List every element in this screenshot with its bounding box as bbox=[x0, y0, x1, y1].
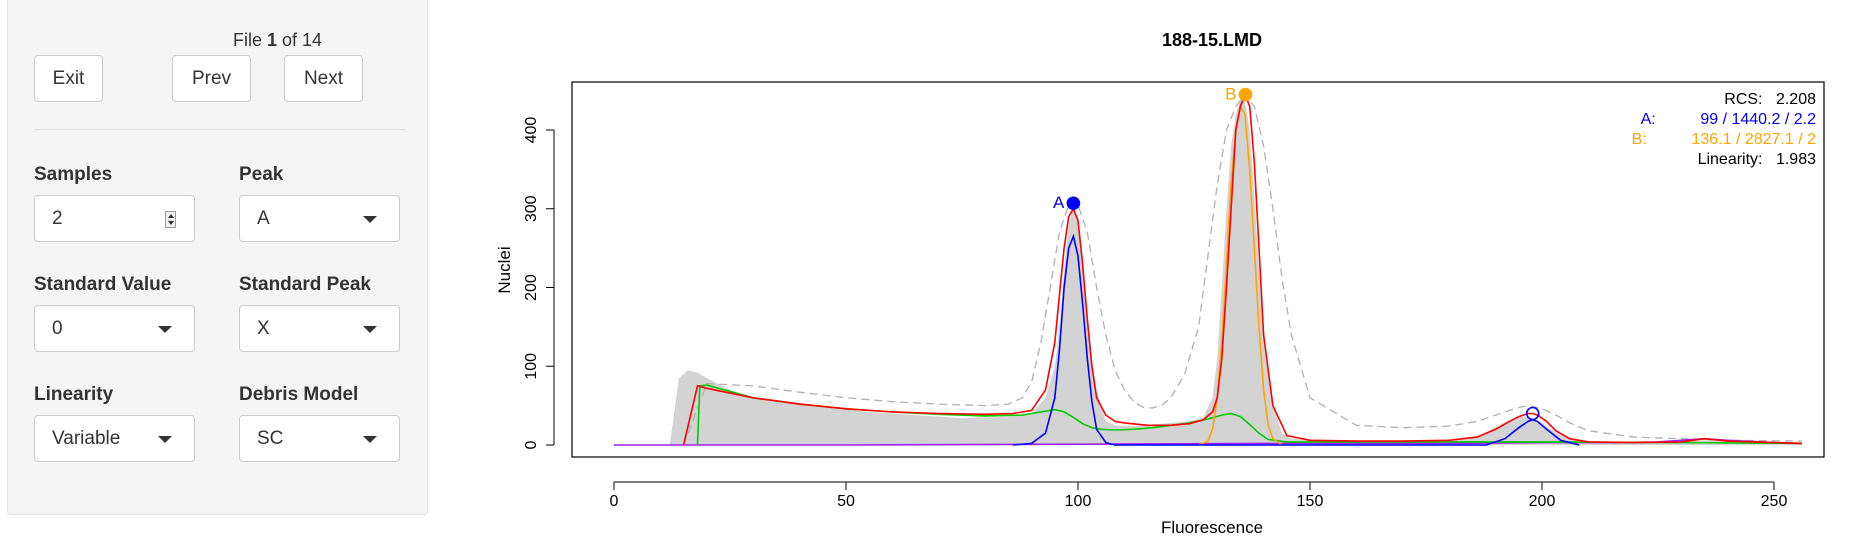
y-tick-label: 200 bbox=[523, 274, 540, 301]
spinner-icon[interactable] bbox=[165, 211, 176, 228]
caret-down-icon bbox=[363, 436, 377, 443]
histogram-plot-svg: 188-15.LMD Fluorescence Nuclei 0 50 100 150 200… bbox=[495, 30, 1825, 537]
samples-input[interactable]: 2 bbox=[34, 195, 195, 242]
peak-value: A bbox=[257, 208, 270, 229]
exit-button[interactable]: Exit bbox=[34, 55, 103, 102]
histogram-chart: 188-15.LMD Fluorescence Nuclei 0 50 100 150 200… bbox=[470, 0, 1870, 542]
standard-peak-select[interactable]: X bbox=[239, 305, 400, 352]
y-axis-label: Nuclei bbox=[495, 246, 514, 293]
peak-label: B bbox=[1225, 85, 1236, 104]
control-panel: File 1 of 14 Exit Prev Next Samples 2 Pe… bbox=[7, 0, 428, 515]
y-tick-label: 300 bbox=[523, 195, 540, 222]
debris-model-label: Debris Model bbox=[239, 384, 359, 405]
x-tick-label: 200 bbox=[1529, 493, 1556, 510]
annotation-value: 2.208 bbox=[1776, 91, 1816, 108]
annotation-value: 136.1 / 2827.1 / 2 bbox=[1691, 131, 1816, 148]
annotation-label: Linearity: bbox=[1698, 151, 1763, 168]
x-tick-label: 100 bbox=[1065, 493, 1092, 510]
x-tick-label: 150 bbox=[1297, 493, 1324, 510]
debris-model-select[interactable]: SC bbox=[239, 415, 400, 462]
annotation-label: A: bbox=[1641, 111, 1656, 128]
next-button[interactable]: Next bbox=[284, 55, 363, 102]
x-tick-label: 50 bbox=[837, 493, 855, 510]
peak-label: Peak bbox=[239, 164, 284, 185]
x-tick-label: 250 bbox=[1761, 493, 1788, 510]
series-line-fit bbox=[682, 92, 1802, 446]
prev-button[interactable]: Prev bbox=[172, 55, 251, 102]
chart-title: 188-15.LMD bbox=[1162, 30, 1262, 50]
annotation-label: B: bbox=[1632, 131, 1647, 148]
standard-value-label: Standard Value bbox=[34, 274, 172, 295]
linearity-label: Linearity bbox=[34, 384, 114, 405]
file-counter: File 1 of 14 bbox=[233, 30, 322, 51]
series-line-dashed bbox=[682, 93, 1802, 446]
y-tick-label: 100 bbox=[523, 353, 540, 380]
linearity-value: Variable bbox=[52, 428, 121, 449]
standard-peak-value: X bbox=[257, 318, 270, 339]
file-index: 1 bbox=[267, 30, 278, 50]
samples-value: 2 bbox=[52, 208, 63, 229]
peak-select[interactable]: A bbox=[239, 195, 400, 242]
standard-peak-label: Standard Peak bbox=[239, 274, 371, 295]
annotation-value: 99 / 1440.2 / 2.2 bbox=[1700, 111, 1816, 128]
x-tick-label: 0 bbox=[610, 493, 619, 510]
samples-label: Samples bbox=[34, 164, 113, 185]
peak-marker bbox=[1066, 196, 1081, 211]
histogram-area bbox=[669, 98, 1802, 445]
divider bbox=[34, 129, 406, 130]
standard-value-select[interactable]: 0 bbox=[34, 305, 195, 352]
standard-value-value: 0 bbox=[52, 318, 63, 339]
x-axis-label: Fluorescence bbox=[1161, 518, 1263, 537]
debris-model-value: SC bbox=[257, 428, 284, 449]
file-counter-suffix: of 14 bbox=[277, 30, 323, 50]
peak-marker bbox=[1525, 406, 1540, 421]
annotation-label: RCS: bbox=[1724, 91, 1762, 108]
annotation-value: 1.983 bbox=[1776, 151, 1816, 168]
caret-down-icon bbox=[158, 436, 172, 443]
caret-down-icon bbox=[363, 216, 377, 223]
y-tick-label: 400 bbox=[523, 117, 540, 144]
linearity-select[interactable]: Variable bbox=[34, 415, 195, 462]
plot-frame bbox=[571, 81, 1825, 458]
caret-down-icon bbox=[363, 326, 377, 333]
y-tick-label: 0 bbox=[523, 440, 540, 449]
caret-down-icon bbox=[158, 326, 172, 333]
file-counter-prefix: File bbox=[233, 30, 268, 50]
peak-marker bbox=[1238, 87, 1253, 102]
peak-label: A bbox=[1053, 193, 1065, 212]
